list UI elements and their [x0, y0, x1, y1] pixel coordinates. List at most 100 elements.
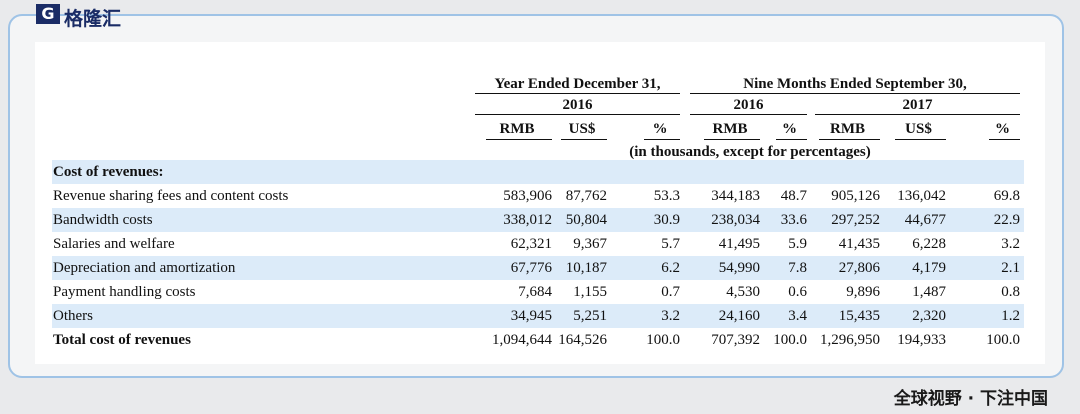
group-header: Year Ended December 31, [494, 76, 661, 92]
row-label: Total cost of revenues [53, 332, 191, 348]
cell-value: 22.9 [993, 212, 1020, 228]
row-stripe [52, 160, 1024, 184]
header-rule [475, 93, 680, 94]
cell-value: 297,252 [831, 212, 880, 228]
cell-value: 50,804 [565, 212, 607, 228]
cell-value: 27,806 [838, 260, 880, 276]
row-label: Payment handling costs [53, 284, 196, 300]
cell-value: 0.7 [661, 284, 680, 300]
cell-value: 100.0 [986, 332, 1020, 348]
unit-header: RMB [830, 121, 865, 137]
cell-value: 10,187 [565, 260, 607, 276]
cell-value: 1,094,644 [492, 332, 552, 348]
cell-value: 7,684 [518, 284, 552, 300]
cell-value: 3.2 [1001, 236, 1020, 252]
header-rule [475, 114, 680, 115]
row-stripe [52, 304, 1024, 328]
cell-value: 100.0 [773, 332, 807, 348]
header-rule [704, 139, 760, 140]
cell-value: 905,126 [831, 188, 880, 204]
cell-value: 194,933 [897, 332, 946, 348]
cell-value: 7.8 [788, 260, 807, 276]
header-rule [561, 139, 607, 140]
cell-value: 0.8 [1001, 284, 1020, 300]
cell-value: 100.0 [646, 332, 680, 348]
cell-value: 0.6 [788, 284, 807, 300]
cell-value: 2.1 [1001, 260, 1020, 276]
cell-value: 1.2 [1001, 308, 1020, 324]
header-rule [690, 114, 807, 115]
cell-value: 34,945 [510, 308, 552, 324]
cell-value: 54,990 [718, 260, 760, 276]
year-header: 2016 [733, 97, 764, 113]
row-label: Bandwidth costs [53, 212, 153, 228]
unit-header: US$ [905, 121, 932, 137]
cell-value: 5,251 [573, 308, 607, 324]
header-rule [989, 139, 1020, 140]
cell-value: 5.9 [788, 236, 807, 252]
header-rule [644, 139, 680, 140]
year-header: 2017 [902, 97, 933, 113]
row-label: Salaries and welfare [53, 236, 175, 252]
cell-value: 136,042 [897, 188, 946, 204]
logo: G 格隆汇 [36, 4, 121, 31]
header-rule [895, 139, 946, 140]
unit-header: % [652, 121, 668, 137]
unit-header: RMB [712, 121, 748, 137]
cell-value: 238,034 [711, 212, 760, 228]
cell-value: 87,762 [565, 188, 607, 204]
cell-value: 164,526 [558, 332, 607, 348]
cell-value: 44,677 [904, 212, 946, 228]
row-label: Depreciation and amortization [53, 260, 236, 276]
cell-value: 338,012 [503, 212, 552, 228]
header-rule [776, 139, 807, 140]
cell-value: 1,296,950 [820, 332, 880, 348]
cell-value: 41,435 [838, 236, 880, 252]
cell-value: 33.6 [780, 212, 807, 228]
cell-value: 69.8 [993, 188, 1020, 204]
cell-value: 707,392 [711, 332, 760, 348]
row-label: Others [53, 308, 93, 324]
row-stripe [52, 256, 1024, 280]
unit-header: US$ [568, 121, 596, 137]
logo-text: 格隆汇 [64, 8, 122, 30]
header-rule [486, 139, 552, 140]
cell-value: 1,487 [912, 284, 946, 300]
cell-value: 2,320 [912, 308, 946, 324]
header-rule [690, 93, 1020, 94]
cell-value: 3.2 [661, 308, 680, 324]
row-label: Revenue sharing fees and content costs [53, 188, 289, 204]
cell-value: 5.7 [661, 236, 680, 252]
cell-value: 6,228 [912, 236, 946, 252]
header-rule [819, 139, 880, 140]
cell-value: 583,906 [503, 188, 552, 204]
cell-value: 53.3 [653, 188, 680, 204]
cell-value: 9,896 [846, 284, 880, 300]
cell-value: 67,776 [510, 260, 552, 276]
cell-value: 6.2 [661, 260, 680, 276]
footer-slogan: 全球视野 · 下注中国 [893, 389, 1048, 409]
unit-header: % [995, 121, 1010, 137]
table-note: (in thousands, except for percentages) [629, 144, 871, 160]
section-label: Cost of revenues: [53, 164, 164, 180]
cell-value: 30.9 [653, 212, 680, 228]
row-stripe [52, 208, 1024, 232]
cell-value: 15,435 [838, 308, 880, 324]
unit-header: % [782, 121, 797, 137]
cell-value: 62,321 [510, 236, 552, 252]
cell-value: 344,183 [711, 188, 760, 204]
header-rule [815, 114, 1020, 115]
cell-value: 4,179 [912, 260, 946, 276]
cell-value: 41,495 [718, 236, 760, 252]
cell-value: 48.7 [780, 188, 807, 204]
unit-header: RMB [499, 121, 535, 137]
cell-value: 3.4 [788, 308, 807, 324]
cell-value: 4,530 [726, 284, 760, 300]
year-header: 2016 [562, 97, 593, 113]
logo-mark: G [36, 4, 60, 24]
cell-value: 24,160 [718, 308, 760, 324]
group-header: Nine Months Ended September 30, [743, 76, 967, 92]
cell-value: 1,155 [573, 284, 607, 300]
cell-value: 9,367 [573, 236, 607, 252]
